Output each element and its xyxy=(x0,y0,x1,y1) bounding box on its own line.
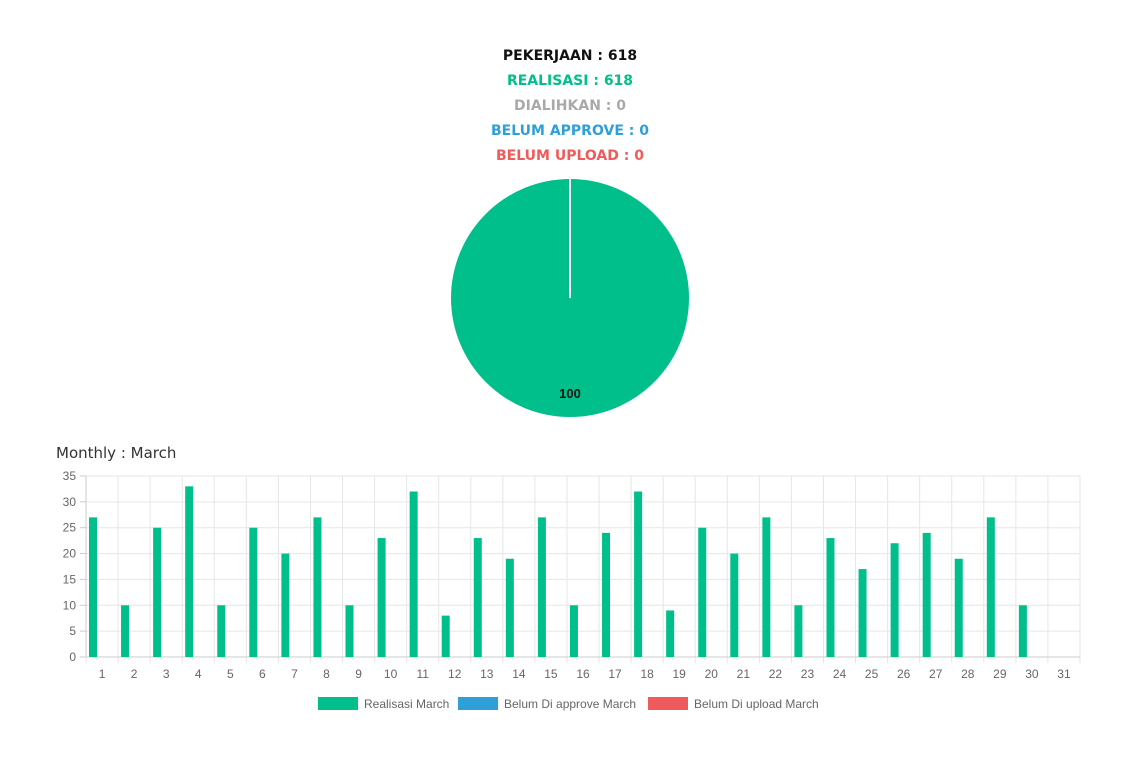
bar[interactable] xyxy=(217,605,226,657)
legend-label: Belum Di upload March xyxy=(694,697,819,711)
x-tick-label: 27 xyxy=(929,667,943,681)
x-tick-label: 31 xyxy=(1057,667,1071,681)
monthly-title: Monthly : March xyxy=(56,444,177,462)
bar[interactable] xyxy=(281,553,290,657)
y-tick-label: 30 xyxy=(63,495,77,509)
bar[interactable] xyxy=(537,517,546,657)
legend-swatch xyxy=(458,697,498,710)
x-tick-label: 29 xyxy=(993,667,1007,681)
bar[interactable] xyxy=(505,558,514,657)
bar[interactable] xyxy=(826,538,835,657)
bar[interactable] xyxy=(794,605,803,657)
bar[interactable] xyxy=(473,538,482,657)
bar[interactable] xyxy=(922,532,931,657)
y-tick-label: 20 xyxy=(63,547,77,561)
bar[interactable] xyxy=(986,517,995,657)
bar[interactable] xyxy=(730,553,739,657)
bar[interactable] xyxy=(121,605,130,657)
x-tick-label: 6 xyxy=(259,667,266,681)
bar[interactable] xyxy=(698,527,707,657)
legend-swatch xyxy=(648,697,688,710)
bar[interactable] xyxy=(954,558,963,657)
legend-item[interactable]: Realisasi March xyxy=(318,697,449,711)
x-tick-label: 30 xyxy=(1025,667,1039,681)
x-tick-label: 23 xyxy=(801,667,815,681)
y-tick-label: 15 xyxy=(63,572,77,586)
x-tick-label: 5 xyxy=(227,667,234,681)
x-tick-label: 4 xyxy=(195,667,202,681)
bar[interactable] xyxy=(89,517,97,657)
x-tick-label: 2 xyxy=(131,667,138,681)
x-tick-label: 25 xyxy=(865,667,879,681)
bar[interactable] xyxy=(249,527,258,657)
x-tick-label: 26 xyxy=(897,667,911,681)
x-tick-label: 15 xyxy=(544,667,558,681)
y-tick-label: 10 xyxy=(63,598,77,612)
bar[interactable] xyxy=(858,569,867,657)
x-tick-label: 11 xyxy=(416,667,429,681)
y-tick-label: 35 xyxy=(63,469,77,483)
x-tick-label: 14 xyxy=(512,667,526,681)
x-tick-label: 24 xyxy=(833,667,847,681)
y-tick-label: 0 xyxy=(69,650,76,664)
x-tick-label: 18 xyxy=(640,667,654,681)
x-tick-label: 17 xyxy=(608,667,622,681)
bar[interactable] xyxy=(890,543,899,657)
bar[interactable] xyxy=(377,538,386,657)
bar[interactable] xyxy=(153,527,162,657)
bar[interactable] xyxy=(345,605,354,657)
x-tick-label: 7 xyxy=(291,667,298,681)
x-tick-label: 16 xyxy=(576,667,590,681)
legend-label: Belum Di approve March xyxy=(504,697,636,711)
x-tick-label: 28 xyxy=(961,667,975,681)
bar[interactable] xyxy=(569,605,578,657)
x-tick-label: 20 xyxy=(705,667,719,681)
legend-item[interactable]: Belum Di upload March xyxy=(648,697,819,711)
y-tick-label: 5 xyxy=(69,624,76,638)
stat-realisasi: REALISASI : 618 xyxy=(506,73,634,89)
bar[interactable] xyxy=(602,532,611,657)
y-tick-label: 25 xyxy=(63,521,77,535)
stat-pekerjaan: PEKERJAAN : 618 xyxy=(502,48,638,64)
x-tick-label: 22 xyxy=(769,667,783,681)
bar[interactable] xyxy=(634,491,643,657)
bar[interactable] xyxy=(666,610,675,657)
x-tick-label: 8 xyxy=(323,667,330,681)
x-tick-label: 10 xyxy=(384,667,398,681)
x-tick-label: 13 xyxy=(480,667,494,681)
legend-label: Realisasi March xyxy=(364,697,449,711)
x-tick-label: 19 xyxy=(673,667,687,681)
stat-belum-approve: BELUM APPROVE : 0 xyxy=(491,123,649,139)
bar[interactable] xyxy=(313,517,322,657)
x-tick-label: 1 xyxy=(99,667,106,681)
x-tick-label: 9 xyxy=(355,667,362,681)
bar[interactable] xyxy=(1018,605,1027,657)
legend-swatch xyxy=(318,697,358,710)
bar[interactable] xyxy=(762,517,771,657)
legend-item[interactable]: Belum Di approve March xyxy=(458,697,636,711)
bar[interactable] xyxy=(185,486,194,657)
stat-belum-upload: BELUM UPLOAD : 0 xyxy=(496,148,644,164)
bar[interactable] xyxy=(409,491,418,657)
summary-stats: PEKERJAAN : 618 REALISASI : 618 DIALIHKA… xyxy=(0,44,1140,169)
stat-dialihkan: DIALIHKAN : 0 xyxy=(514,98,626,114)
x-tick-label: 3 xyxy=(163,667,170,681)
pie-slice-label: 100 xyxy=(559,386,581,401)
x-tick-label: 21 xyxy=(737,667,751,681)
x-tick-label: 12 xyxy=(448,667,462,681)
bar[interactable] xyxy=(441,615,450,657)
pie-chart: 100 xyxy=(451,179,689,417)
